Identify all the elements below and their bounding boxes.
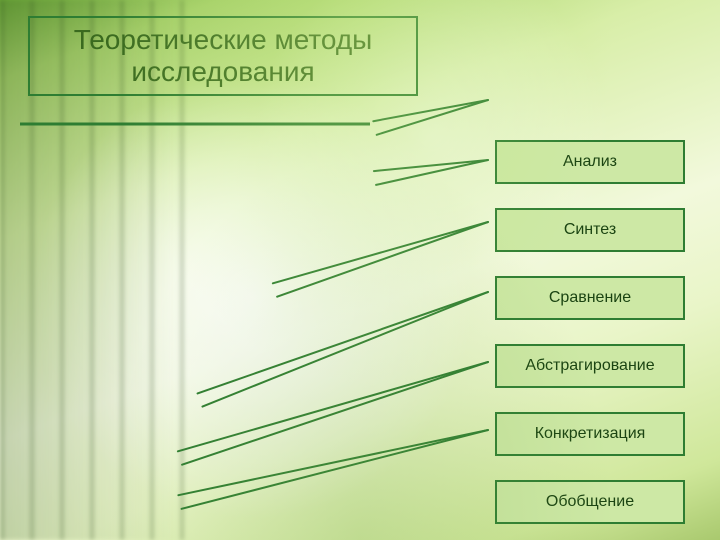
connector-2 <box>273 222 488 297</box>
method-box-5: Обобщение <box>495 480 685 524</box>
method-label: Абстрагирование <box>525 357 654 375</box>
method-label: Конкретизация <box>535 425 646 443</box>
connector-3 <box>198 292 488 407</box>
title-text: Теоретические методы исследования <box>30 24 416 88</box>
method-box-4: Конкретизация <box>495 412 685 456</box>
connector-1 <box>374 160 488 185</box>
method-label: Синтез <box>564 221 616 239</box>
method-box-1: Синтез <box>495 208 685 252</box>
connector-5 <box>178 430 488 509</box>
method-box-0: Анализ <box>495 140 685 184</box>
slide-canvas: Теоретические методы исследования Анализ… <box>0 0 720 540</box>
title-box: Теоретические методы исследования <box>28 16 418 96</box>
method-label: Сравнение <box>549 289 631 307</box>
method-label: Анализ <box>563 153 617 171</box>
method-box-3: Абстрагирование <box>495 344 685 388</box>
connector-4 <box>178 362 488 465</box>
method-box-2: Сравнение <box>495 276 685 320</box>
method-label: Обобщение <box>546 493 634 511</box>
connector-0 <box>373 100 488 135</box>
